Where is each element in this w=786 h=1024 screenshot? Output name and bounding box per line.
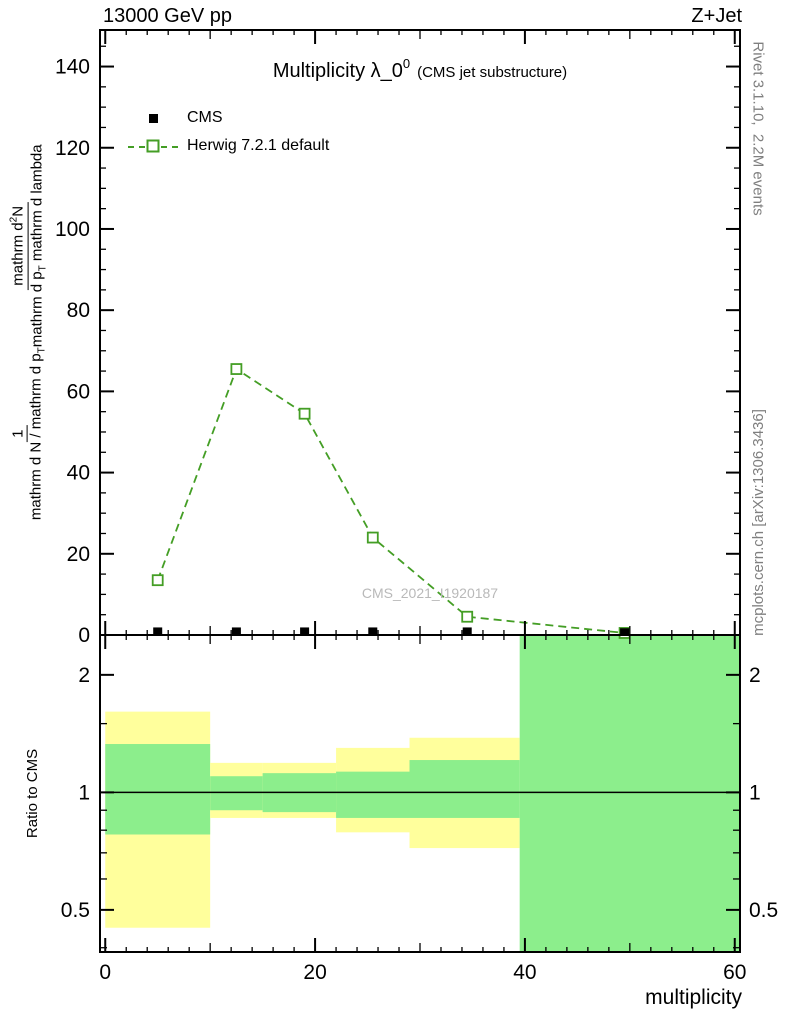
x-tick-label: 20 xyxy=(303,961,326,984)
ratio-y-tick-label-right: 2 xyxy=(749,664,761,687)
y-tick-label: 40 xyxy=(67,462,90,485)
y-tick-label: 100 xyxy=(55,218,90,241)
herwig-marker xyxy=(230,363,243,375)
herwig-marker xyxy=(151,574,164,587)
y-tick-label: 140 xyxy=(55,56,90,79)
cms-marker xyxy=(368,627,378,635)
y-tick-label: 60 xyxy=(67,380,90,403)
ratio-band-green xyxy=(409,760,520,818)
legend-item-cms: CMS xyxy=(128,106,223,130)
y-tick-label: 0 xyxy=(78,624,90,647)
y-axis-label: 1 mathrm d N / mathrm d pT mathrm d2N ma… xyxy=(0,30,58,635)
ratio-y-tick-label-right: 1 xyxy=(749,781,761,804)
legend-item-herwig: Herwig 7.2.1 default xyxy=(128,134,329,158)
x-tick-label: 60 xyxy=(723,961,746,984)
ratio-y-tick-label-left: 2 xyxy=(78,664,90,687)
x-axis-label: multiplicity xyxy=(645,986,742,1009)
y-axis-frac-1: 1 mathrm d N / mathrm d pT xyxy=(9,347,48,521)
plot-title-superscript: 0 xyxy=(402,56,411,71)
y-tick-label: 20 xyxy=(67,543,90,566)
legend-label-herwig: Herwig 7.2.1 default xyxy=(187,137,330,154)
y-tick-label: 80 xyxy=(67,299,90,322)
cms-marker xyxy=(300,627,310,635)
herwig-marker xyxy=(366,531,379,544)
x-tick-label: 40 xyxy=(513,961,536,984)
ratio-band-green xyxy=(105,744,211,835)
mcplots-reference-label: mcplots.cern.ch [arXiv:1306.3436] xyxy=(749,408,767,636)
herwig-line xyxy=(156,367,625,634)
beam-energy-label: 13000 GeV pp xyxy=(103,5,232,27)
ratio-axis-label: Ratio to CMS xyxy=(24,748,42,839)
analysis-id-watermark: CMS_2021_I1920187 xyxy=(361,585,499,601)
x-tick-label: 0 xyxy=(99,961,111,984)
plot-title-suffix: (CMS jet substructure) xyxy=(417,64,568,81)
y-tick-label: 120 xyxy=(55,137,90,160)
herwig-marker xyxy=(298,407,311,420)
ratio-band-green xyxy=(336,771,410,818)
plot-title-text: Multiplicity λ_0 xyxy=(272,60,403,82)
cms-marker-icon xyxy=(128,106,178,130)
ratio-y-tick-label-right: 0.5 xyxy=(749,899,778,922)
herwig-marker-icon xyxy=(128,134,178,158)
cms-marker xyxy=(462,627,472,635)
rivet-version-label: Rivet 3.1.10, 2.2M events xyxy=(749,40,767,216)
ratio-band-green xyxy=(519,635,740,952)
cms-marker xyxy=(620,628,630,636)
process-label: Z+Jet xyxy=(691,5,742,27)
legend-label-cms: CMS xyxy=(187,109,223,126)
cms-marker xyxy=(153,627,163,635)
ratio-y-tick-label-left: 0.5 xyxy=(61,899,90,922)
herwig-marker xyxy=(461,610,474,623)
cms-marker xyxy=(231,627,241,635)
ratio-band-green xyxy=(210,776,263,811)
y-axis-frac-2: mathrm d2N mathrm d pT mathrm d lambda xyxy=(8,144,49,348)
plot-title: Multiplicity λ_00 (CMS jet substructure) xyxy=(150,56,690,83)
ratio-y-tick-label-left: 1 xyxy=(78,781,90,804)
